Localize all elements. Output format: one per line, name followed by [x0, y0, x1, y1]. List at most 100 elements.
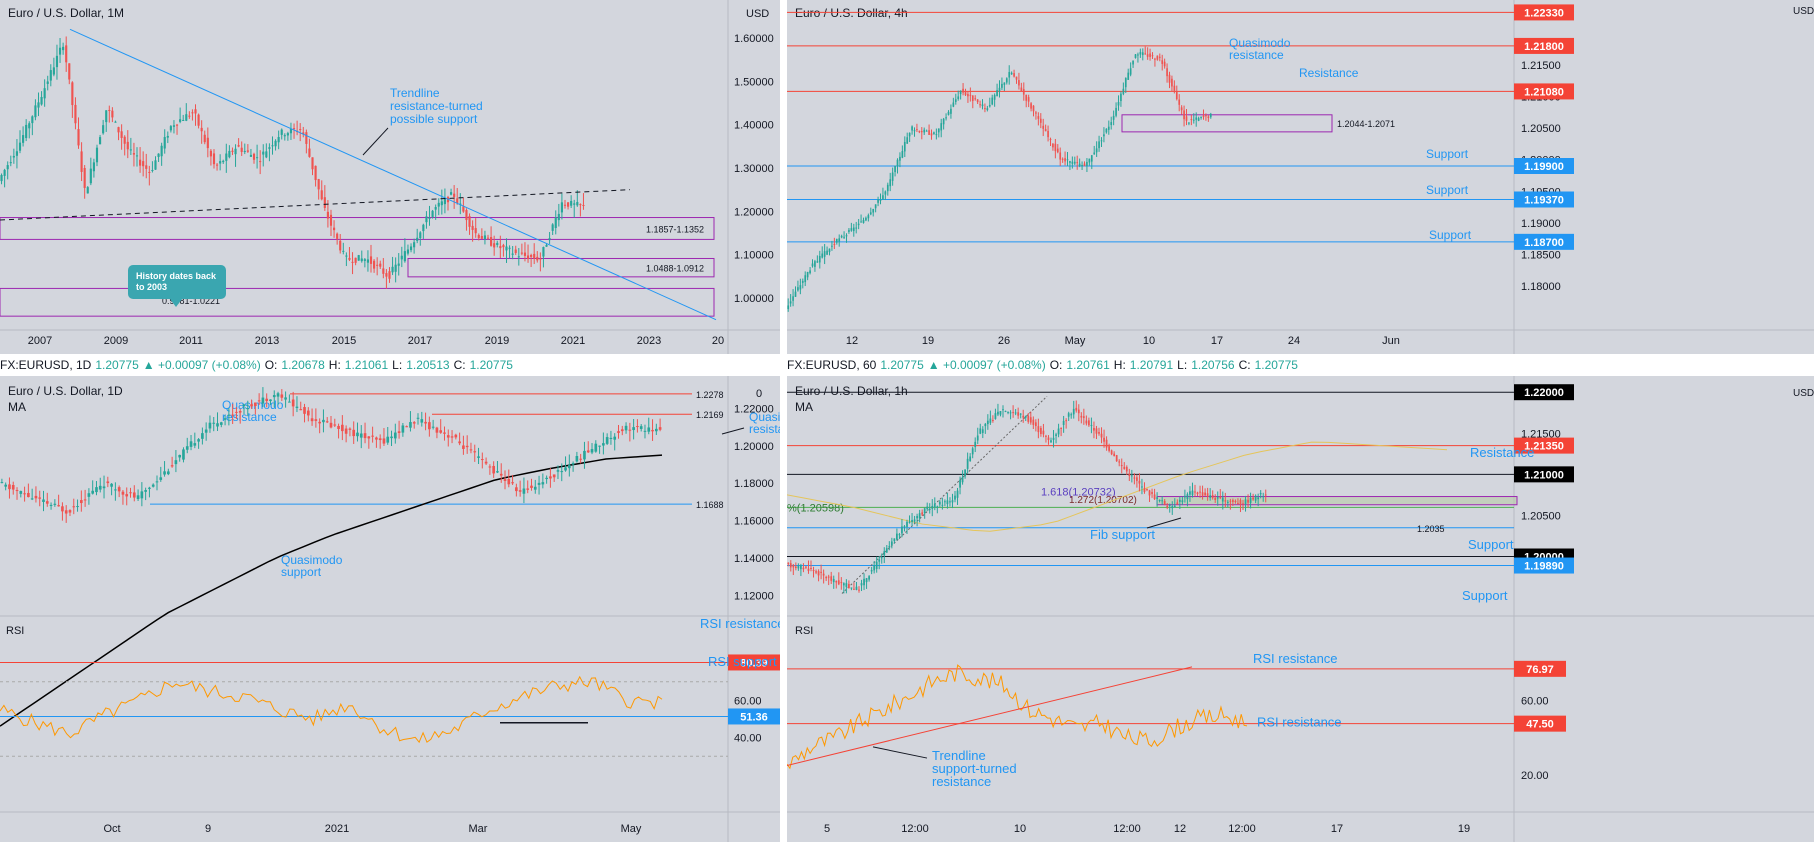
hourly-candle: [1037, 426, 1040, 433]
daily-candle: [397, 431, 401, 433]
daily-candle: [144, 490, 147, 492]
hourly-c-label: C:: [1238, 358, 1251, 372]
daily-c-label: C:: [453, 358, 466, 372]
monthly-candle: [151, 170, 154, 172]
daily-candle: [409, 422, 412, 428]
hourly-candle: [1244, 499, 1247, 504]
monthly-chart-svg[interactable]: Euro / U.S. Dollar, 1M USD 1.60000 1.50000 1…: [0, 0, 780, 354]
monthly-candle: [548, 238, 551, 241]
hourly-candle: [951, 500, 954, 503]
monthly-zone-label: 0.9581-1.0221: [162, 296, 220, 306]
hourly-candle: [1189, 491, 1191, 495]
monthly-candle: [240, 147, 243, 152]
monthly-candle: [249, 154, 253, 157]
hourly-o-value: 1.20761: [1066, 358, 1110, 372]
monthly-candle: [271, 145, 274, 147]
daily-candle: [208, 422, 212, 429]
h4-candle: [1056, 148, 1059, 153]
hourly-level-tag-bg: [1514, 557, 1574, 574]
monthly-candle: [252, 153, 256, 160]
monthly-candle: [62, 46, 65, 51]
monthly-candle: [148, 171, 151, 173]
hourly-change: ▲ +0.00097 (+0.08%): [927, 358, 1046, 372]
hourly-candle: [938, 501, 941, 505]
daily-chart-svg[interactable]: Euro / U.S. Dollar, 1D MA 1.22000 1.20000 1.…: [0, 376, 780, 842]
h4-candle: [923, 129, 926, 133]
hourly-candle: [944, 501, 946, 503]
monthly-candle: [440, 201, 443, 206]
hourly-rsi-label: RSI: [795, 625, 813, 637]
daily-candle: [643, 430, 647, 432]
monthly-candle: [560, 202, 563, 213]
monthly-candle: [22, 135, 25, 143]
hourly-candle: [1262, 496, 1265, 498]
monthly-chart-panel[interactable]: Euro / U.S. Dollar, 1M USD 1.60000 1.50000 1…: [0, 0, 780, 354]
hourly-candle: [923, 508, 926, 514]
daily-candle: [148, 487, 151, 489]
h4-candle: [1209, 113, 1212, 118]
h4-candle: [976, 99, 979, 103]
h4-chart-panel[interactable]: Euro / U.S. Dollar, 4h1.215001.210001.20…: [787, 0, 1814, 354]
hourly-candle: [986, 420, 989, 425]
hourly-candle: [1014, 412, 1017, 414]
monthly-candle: [351, 261, 354, 263]
hourly-candle: [1199, 491, 1201, 493]
h4-candle: [1093, 152, 1096, 155]
h4-level-tag: 1.21800: [1524, 41, 1564, 53]
daily-candle: [515, 487, 518, 492]
h4-y-tick: 1.20500: [1521, 123, 1561, 135]
hourly-candle: [1229, 500, 1232, 502]
daily-candle: [235, 411, 238, 413]
hourly-candle: [896, 533, 898, 540]
monthly-candle: [117, 127, 120, 133]
daily-candle: [352, 429, 356, 437]
hourly-candle: [1163, 500, 1166, 505]
hourly-candle: [848, 584, 850, 589]
h4-candle: [835, 239, 838, 243]
hourly-level-tag-bg: [1514, 384, 1574, 401]
h4-x-tick: 19: [922, 335, 934, 347]
h4-candle: [1124, 78, 1127, 88]
monthly-x-tick: 2009: [104, 335, 128, 347]
h4-candle: [1156, 55, 1159, 60]
hourly-chart-svg[interactable]: Euro / U.S. Dollar, 1h MA 1.21500 1.20500 1.…: [787, 376, 1814, 842]
hourly-chart-panel[interactable]: Euro / U.S. Dollar, 1h MA 1.21500 1.20500 1.…: [787, 376, 1814, 842]
hourly-candle: [971, 448, 974, 455]
hourly-candle: [908, 521, 911, 523]
monthly-candle: [132, 153, 136, 155]
hourly-candle: [1221, 497, 1224, 502]
daily-candle: [329, 422, 333, 428]
daily-rsi-tick: 60.00: [734, 695, 762, 707]
daily-candle: [443, 432, 446, 434]
monthly-candle: [523, 252, 527, 256]
h4-candle: [1049, 138, 1052, 140]
hourly-candle: [827, 576, 830, 578]
hourly-candle: [1254, 495, 1257, 501]
daily-candle: [197, 439, 200, 442]
monthly-candle: [129, 149, 132, 151]
monthly-candle: [25, 124, 28, 139]
hourly-candle: [954, 495, 956, 500]
hourly-x-tick: 10: [1014, 823, 1026, 835]
h4-chart-svg[interactable]: Euro / U.S. Dollar, 4h1.215001.210001.20…: [787, 0, 1814, 354]
monthly-zone-label: 1.0488-1.0912: [646, 264, 704, 274]
hourly-candle: [1178, 499, 1181, 502]
daily-candle: [511, 482, 514, 484]
h4-level-tag-bg: [1514, 233, 1574, 250]
h4-candle: [1183, 110, 1185, 120]
monthly-candle: [15, 151, 19, 156]
hourly-level-label: Resistance: [1470, 445, 1534, 460]
daily-ma-label: MA: [8, 400, 26, 414]
h4-candle: [1151, 55, 1154, 57]
monthly-candle: [256, 157, 259, 159]
daily-candle: [155, 481, 159, 483]
h4-candle: [794, 291, 797, 297]
hourly-candle: [1007, 411, 1009, 413]
monthly-candle: [215, 164, 219, 166]
hourly-candle: [863, 578, 865, 586]
daily-ma-line: [0, 454, 663, 727]
daily-chart-panel[interactable]: Euro / U.S. Dollar, 1D MA 1.22000 1.20000 1.…: [0, 376, 780, 842]
h4-candle: [1192, 119, 1195, 121]
h4-candle: [877, 199, 879, 203]
hourly-candle: [921, 512, 924, 515]
